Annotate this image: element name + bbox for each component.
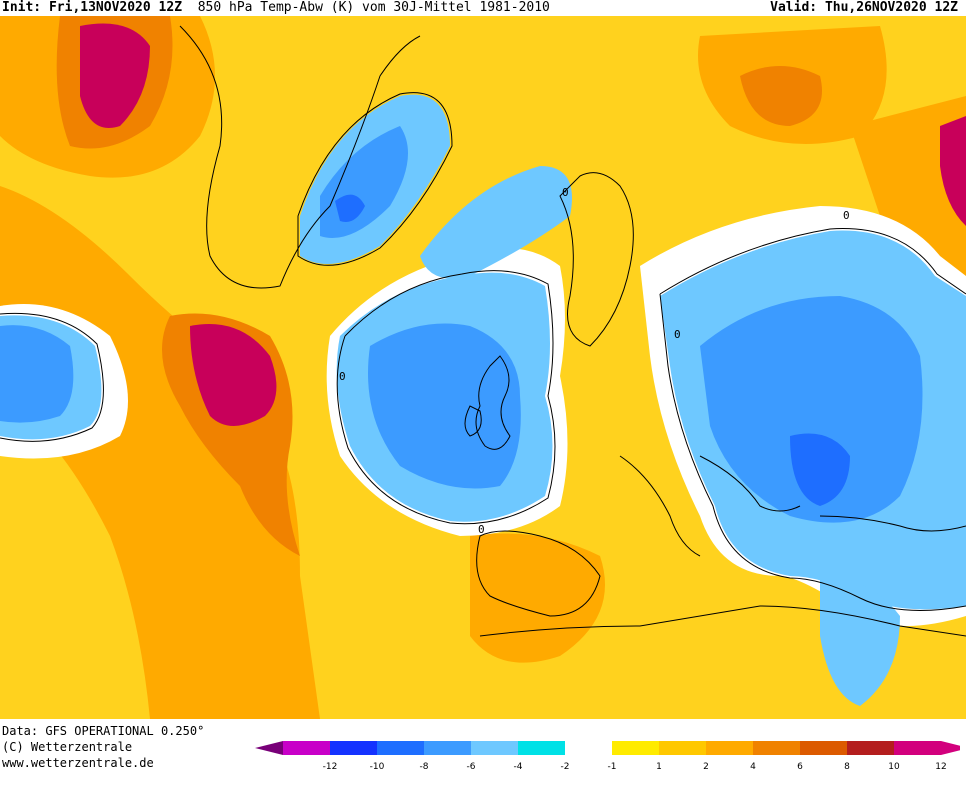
- warm-area-east: [850, 96, 966, 276]
- cold-strong-greenland: [335, 194, 365, 222]
- cold-strong-aegean: [790, 433, 850, 506]
- coastline-balkans: [699, 455, 801, 512]
- contour-label: 0: [843, 209, 850, 222]
- map-header: Init: Fri,13NOV2020 12Z 850 hPa Temp-Abw…: [0, 0, 966, 16]
- contour-label: 0: [339, 370, 346, 383]
- legend-tick-label: 2: [703, 762, 709, 772]
- coastline-iberia: [476, 530, 601, 617]
- legend-tick-label: 6: [797, 762, 803, 772]
- legend-tick-label: 10: [888, 762, 900, 772]
- contour-label: 0: [562, 186, 569, 199]
- legend-tick-label: -1: [608, 762, 617, 772]
- legend-swatch: [330, 741, 377, 755]
- coastlines: [179, 25, 966, 637]
- warm-strong-siberia: [740, 66, 822, 126]
- coastline-north-africa: [479, 605, 966, 637]
- legend-swatch: [377, 741, 424, 755]
- legend-swatch: [659, 741, 706, 755]
- color-legend: -12 -10 -8 -6 -4 -2 -1 1 2 4 6 8 10 12: [255, 739, 966, 773]
- legend-swatch: [706, 741, 753, 755]
- header-right: Valid: Thu,26NOV2020 12Z: [770, 0, 958, 16]
- legend-tick-label: 4: [750, 762, 756, 772]
- data-source: Data: GFS OPERATIONAL 0.250°: [2, 724, 205, 738]
- legend-tick-label: -12: [323, 762, 338, 772]
- legend-tick-label: 1: [656, 762, 662, 772]
- credits: Data: GFS OPERATIONAL 0.250° (C) Wetterz…: [2, 723, 204, 771]
- init-label: Init:: [2, 0, 42, 15]
- coastline-scandinavia: [559, 172, 634, 347]
- contour-label: 0: [478, 523, 485, 536]
- cold-area-norwegian-sea: [420, 166, 572, 279]
- warm-max-greenland: [80, 23, 150, 128]
- legend-swatch: [424, 741, 471, 755]
- zero-contour-greenland: [297, 92, 453, 266]
- zero-contour-europe-south: [659, 293, 966, 611]
- coastline-italy: [619, 455, 701, 557]
- valid-value: Thu,26NOV2020 12Z: [824, 0, 958, 15]
- legend-tick-label: -4: [514, 762, 523, 772]
- legend-tick-label: -10: [370, 762, 385, 772]
- contour-label: 0: [674, 328, 681, 341]
- legend-cap-right: [941, 741, 966, 755]
- legend-swatch: [612, 741, 659, 755]
- legend-swatch: [847, 741, 894, 755]
- coastline-ireland: [464, 405, 482, 437]
- init-value: Fri,13NOV2020 12Z: [48, 0, 183, 15]
- legend-swatch: [283, 741, 330, 755]
- coastline-greenland: [179, 25, 421, 289]
- legend-swatch: [894, 741, 941, 755]
- legend-swatch: [471, 741, 518, 755]
- legend-tick-label: 8: [844, 762, 850, 772]
- coastline-turkey: [819, 515, 966, 532]
- website-url: www.wetterzentrale.de: [2, 756, 154, 770]
- anomaly-map: 0 0 0 0 0: [0, 16, 966, 719]
- legend-swatch: [518, 741, 565, 755]
- zero-contour-europe-north: [659, 228, 966, 295]
- legend-tick-label: -8: [420, 762, 429, 772]
- cold-mid-west: [0, 325, 74, 423]
- legend-tick-label: -6: [467, 762, 476, 772]
- valid-label: Valid:: [770, 0, 818, 15]
- legend-cap-left: [255, 741, 283, 755]
- cold-area-south-east: [820, 576, 900, 706]
- warm-max-atlantic: [190, 324, 277, 426]
- map-canvas: 0 0 0 0 0: [0, 16, 966, 719]
- zero-contour-atlantic: [336, 270, 556, 525]
- warm-max-east: [940, 116, 966, 226]
- cold-mid-atlantic: [368, 323, 521, 489]
- copyright: (C) Wetterzentrale: [2, 740, 133, 754]
- field-description: 850 hPa Temp-Abw (K) vom 30J-Mittel 1981…: [197, 0, 550, 15]
- zero-contour-west: [0, 312, 104, 442]
- legend-tick-label: -2: [561, 762, 570, 772]
- cold-mid-europe: [700, 296, 923, 523]
- header-left: Init: Fri,13NOV2020 12Z 850 hPa Temp-Abw…: [2, 0, 550, 16]
- legend-bar: -12 -10 -8 -6 -4 -2 -1 1 2 4 6 8 10 12: [255, 741, 966, 772]
- map-footer: Data: GFS OPERATIONAL 0.250° (C) Wetterz…: [0, 719, 966, 790]
- warm-area-iberia: [470, 533, 605, 663]
- coastline-british-isles: [475, 355, 511, 450]
- legend-swatch: [800, 741, 847, 755]
- legend-swatch: [753, 741, 800, 755]
- legend-tick-label: 12: [935, 762, 946, 772]
- legend-swatch: [565, 741, 612, 755]
